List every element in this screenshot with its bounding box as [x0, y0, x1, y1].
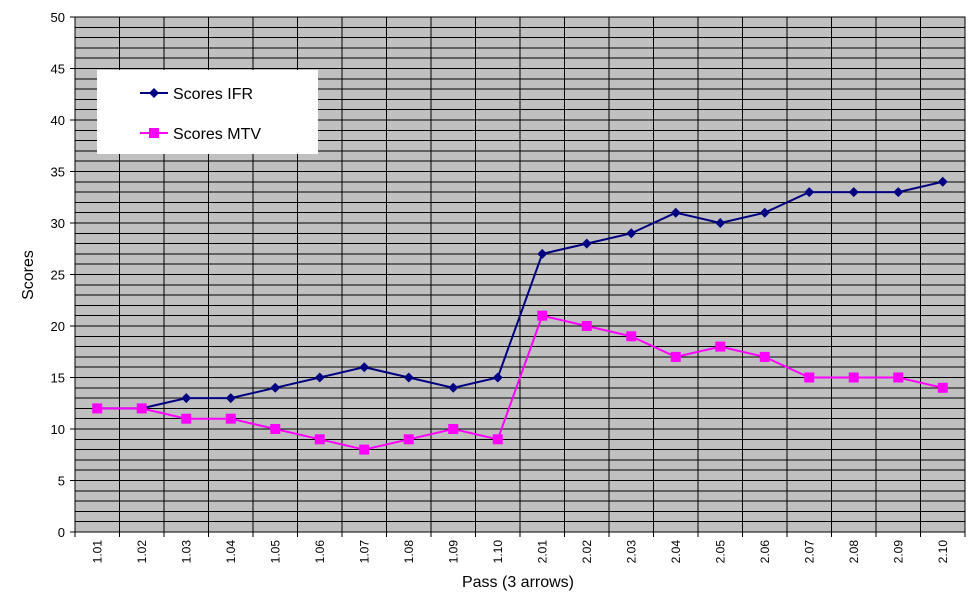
x-tick-label: 2.07 [802, 540, 816, 564]
x-tick-label: 1.04 [224, 540, 238, 564]
x-tick-label: 2.02 [580, 540, 594, 564]
x-tick-label: 2.04 [669, 540, 683, 564]
x-axis-ticks: 1.01 1.02 1.03 1.04 1.05 1.06 1.07 1.08 1.09 1.10… [74, 532, 966, 564]
x-tick-label: 1.06 [313, 540, 327, 564]
y-tick-label: 50 [51, 10, 65, 25]
data-point-square [92, 403, 103, 414]
x-tick-label: 1.05 [268, 540, 282, 564]
y-tick-label: 30 [51, 216, 65, 231]
data-point-diamond [848, 187, 859, 198]
x-tick-label: 2.08 [847, 540, 861, 564]
legend-marker-mtv [149, 128, 159, 138]
series-line-1 [97, 314, 943, 451]
x-tick-label: 2.01 [535, 540, 549, 564]
data-point-square [314, 434, 325, 445]
x-tick-label: 2.03 [624, 540, 638, 564]
data-point-diamond [492, 372, 503, 383]
legend: Scores IFR Scores MTV [97, 70, 318, 154]
data-point-diamond [670, 207, 681, 218]
y-tick-label: 20 [51, 319, 65, 334]
series-layer [92, 176, 948, 455]
data-point-square [848, 372, 859, 383]
y-axis-ticks: 0 5 10 15 20 25 30 35 40 45 50 [51, 10, 75, 540]
data-point-diamond [537, 248, 548, 259]
data-point-square [804, 372, 815, 383]
x-tick-label: 2.09 [891, 540, 905, 564]
x-tick-label: 1.07 [357, 540, 371, 564]
data-point-square [537, 310, 548, 321]
y-tick-label: 15 [51, 371, 65, 386]
data-point-square [136, 403, 147, 414]
legend-marker-ifr [149, 88, 159, 98]
legend-label-ifr: Scores IFR [173, 86, 253, 103]
x-tick-label: 1.01 [90, 540, 104, 564]
y-tick-label: 10 [51, 422, 65, 437]
data-point-diamond [804, 187, 815, 198]
data-point-square [759, 351, 770, 362]
data-point-square [581, 321, 592, 331]
data-point-diamond [893, 187, 904, 198]
x-tick-label: 1.10 [491, 540, 505, 564]
data-point-diamond [270, 382, 281, 393]
x-tick-label: 2.05 [713, 540, 727, 564]
y-tick-label: 5 [58, 474, 65, 489]
y-axis-title: Scores [20, 250, 37, 300]
data-point-square [670, 351, 681, 362]
y-tick-label: 0 [58, 525, 65, 540]
data-point-diamond [715, 218, 726, 228]
data-point-square [626, 331, 637, 342]
data-point-diamond [448, 382, 459, 393]
legend-label-mtv: Scores MTV [173, 126, 261, 143]
data-point-square [359, 444, 370, 455]
data-point-square [403, 434, 414, 445]
x-axis-title: Pass (3 arrows) [462, 574, 574, 591]
data-point-square [448, 424, 459, 434]
data-point-diamond [359, 362, 370, 373]
data-point-diamond [626, 228, 637, 239]
x-tick-label: 2.06 [758, 540, 772, 564]
data-point-square [225, 413, 236, 424]
data-point-diamond [581, 238, 592, 249]
x-tick-label: 1.02 [135, 540, 149, 564]
data-point-square [181, 413, 192, 424]
x-tick-label: 2.10 [936, 540, 950, 564]
data-point-square [715, 341, 726, 352]
data-point-diamond [403, 372, 414, 383]
x-tick-label: 1.03 [179, 540, 193, 564]
x-tick-label: 1.09 [446, 540, 460, 564]
y-tick-label: 45 [51, 62, 65, 77]
data-point-diamond [759, 207, 770, 218]
x-tick-label: 1.08 [402, 540, 416, 564]
data-point-square [893, 372, 904, 383]
y-tick-label: 40 [51, 113, 65, 128]
data-point-diamond [937, 176, 948, 187]
y-tick-label: 25 [51, 268, 65, 283]
data-point-square [270, 424, 281, 434]
data-point-square [937, 382, 948, 393]
legend-box [97, 70, 318, 154]
series-line-0 [97, 180, 943, 410]
data-point-diamond [314, 372, 325, 383]
data-point-square [492, 434, 503, 445]
data-point-diamond [225, 393, 236, 404]
data-point-diamond [181, 393, 192, 404]
y-tick-label: 35 [51, 165, 65, 180]
